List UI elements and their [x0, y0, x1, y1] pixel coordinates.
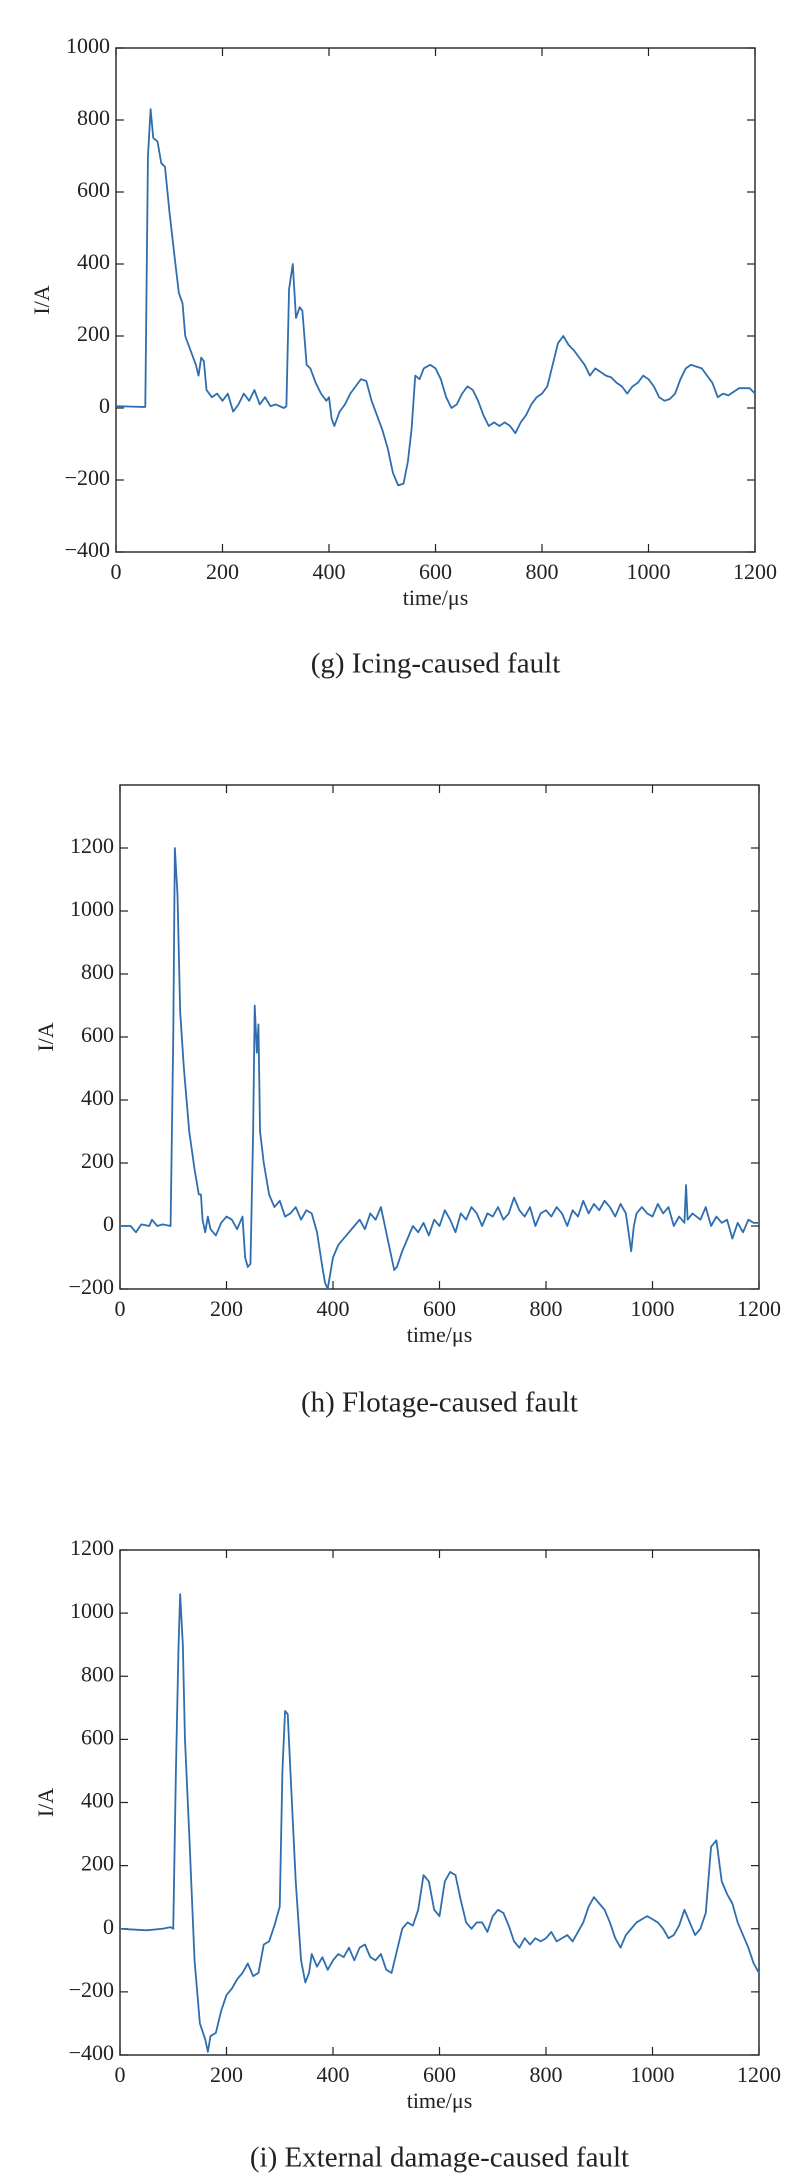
y-tick-label: 0 — [103, 1211, 114, 1236]
y-axis-label: I/A — [33, 1022, 58, 1051]
data-line — [119, 1593, 760, 2053]
y-tick-label: −200 — [69, 1977, 114, 2002]
y-axis-label: I/A — [29, 285, 54, 314]
x-tick-label: 1000 — [631, 2062, 675, 2087]
y-tick-label: 400 — [77, 249, 110, 274]
x-tick-label: 0 — [115, 1296, 126, 1321]
y-tick-label: 0 — [99, 393, 110, 418]
y-tick-label: 600 — [81, 1724, 114, 1749]
y-tick-label: 1200 — [70, 833, 114, 858]
x-tick-label: 400 — [317, 1296, 350, 1321]
x-tick-label: 600 — [423, 1296, 456, 1321]
y-tick-label: 600 — [81, 1022, 114, 1047]
y-tick-label: −200 — [65, 465, 110, 490]
y-tick-label: 800 — [77, 105, 110, 130]
y-tick-label: 600 — [77, 177, 110, 202]
x-tick-label: 800 — [530, 1296, 563, 1321]
x-axis-label: time/μs — [407, 2088, 473, 2113]
y-tick-label: 200 — [81, 1148, 114, 1173]
y-tick-label: 400 — [81, 1085, 114, 1110]
x-tick-label: 1200 — [733, 559, 777, 584]
plot-frame — [119, 1549, 760, 2056]
y-tick-label: 800 — [81, 1661, 114, 1686]
y-tick-label: −400 — [69, 2040, 114, 2065]
plot-frame — [115, 47, 756, 553]
x-tick-label: 200 — [206, 559, 239, 584]
x-tick-label: 800 — [530, 2062, 563, 2087]
plot-frame — [119, 784, 760, 1290]
y-tick-label: −200 — [69, 1274, 114, 1299]
x-tick-label: 200 — [210, 1296, 243, 1321]
x-axis-label: time/μs — [403, 585, 469, 610]
caption: (g) Icing-caused fault — [311, 648, 561, 680]
y-tick-label: −400 — [65, 537, 110, 562]
chart: −400 −200 0 200 400 600 800 1000 1200 0 200 400 600 8… — [33, 1535, 781, 2174]
y-tick-label: 0 — [103, 1914, 114, 1939]
x-tick-label: 1000 — [627, 559, 671, 584]
x-tick-label: 0 — [115, 2062, 126, 2087]
x-tick-label: 0 — [111, 559, 122, 584]
x-tick-label: 200 — [210, 2062, 243, 2087]
y-tick-label: 1200 — [70, 1535, 114, 1560]
y-tick-label: 400 — [81, 1788, 114, 1813]
x-tick-label: 1200 — [737, 2062, 781, 2087]
data-line — [120, 847, 759, 1290]
x-axis-label: time/μs — [407, 1322, 473, 1347]
caption: (h) Flotage-caused fault — [301, 1387, 578, 1419]
x-tick-label: 1000 — [631, 1296, 675, 1321]
x-tick-label: 400 — [313, 559, 346, 584]
chart: −400 −200 0 200 400 600 800 1000 0 200 400 600 800 10… — [29, 33, 777, 680]
y-tick-label: 1000 — [70, 1598, 114, 1623]
x-tick-label: 800 — [526, 559, 559, 584]
y-tick-label: 1000 — [66, 33, 110, 58]
y-axis-label: I/A — [33, 1788, 58, 1817]
y-tick-label: 800 — [81, 959, 114, 984]
x-tick-label: 1200 — [737, 1296, 781, 1321]
x-tick-label: 600 — [423, 2062, 456, 2087]
x-tick-label: 600 — [419, 559, 452, 584]
caption: (i) External damage-caused fault — [250, 2142, 629, 2174]
y-tick-label: 200 — [77, 321, 110, 346]
data-line — [115, 108, 756, 487]
y-tick-label: 200 — [81, 1851, 114, 1876]
x-tick-label: 400 — [317, 2062, 350, 2087]
y-tick-label: 1000 — [70, 896, 114, 921]
